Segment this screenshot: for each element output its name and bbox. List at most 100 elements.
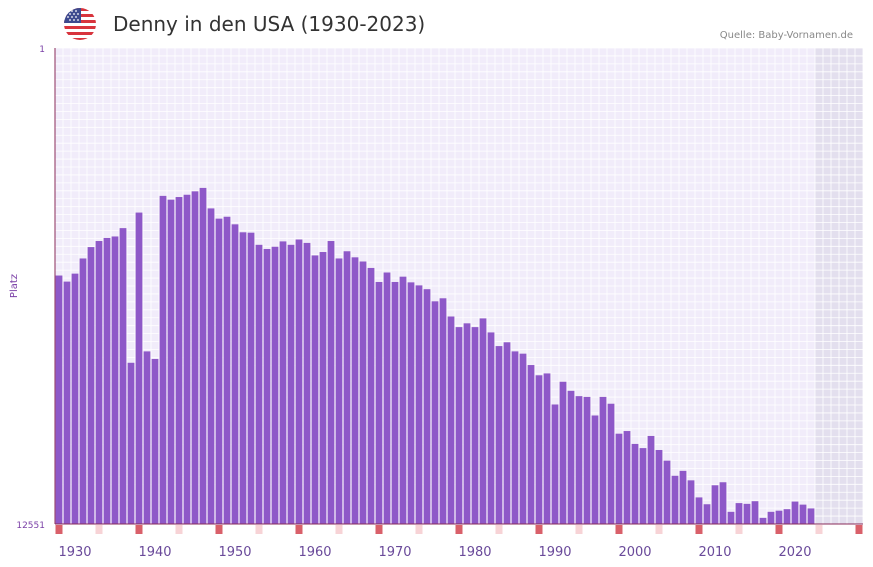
bar-1975 <box>431 301 439 524</box>
marker-1943 <box>175 525 183 534</box>
bar-1955 <box>271 246 279 524</box>
bar-1986 <box>519 353 527 524</box>
marker-1963 <box>335 525 343 534</box>
bar-1936 <box>119 228 127 524</box>
marker-2003 <box>655 525 663 534</box>
bar-2007 <box>687 480 695 524</box>
bar-1941 <box>159 195 167 524</box>
bar-2009 <box>703 504 711 524</box>
bar-1938 <box>135 212 143 524</box>
bar-2018 <box>775 510 783 524</box>
bar-1954 <box>263 248 271 524</box>
bar-1931 <box>79 258 87 524</box>
marker-1968 <box>375 525 383 534</box>
bar-1993 <box>575 396 583 524</box>
bar-1935 <box>111 236 119 525</box>
bar-2015 <box>751 501 759 524</box>
bar-2003 <box>655 450 663 524</box>
bar-1940 <box>151 358 159 524</box>
bar-1943 <box>175 197 183 524</box>
bar-1997 <box>607 403 615 524</box>
marker-1998 <box>615 525 623 534</box>
bar-2022 <box>807 508 815 524</box>
y-tick-top: 1 <box>39 45 45 55</box>
x-tick-1950: 1950 <box>218 545 251 560</box>
bar-1970 <box>391 281 399 524</box>
x-tick-1980: 1980 <box>458 545 491 560</box>
bar-1972 <box>407 282 415 524</box>
x-tick-2000: 2000 <box>618 545 651 560</box>
bar-1949 <box>223 216 231 524</box>
bar-1991 <box>559 381 567 524</box>
x-tick-2020: 2020 <box>778 545 811 560</box>
bar-1994 <box>583 396 591 524</box>
marker-1928 <box>55 525 63 534</box>
x-tick-1930: 1930 <box>58 545 91 560</box>
bar-2000 <box>631 443 639 524</box>
x-tick-1940: 1940 <box>138 545 171 560</box>
marker-1958 <box>295 525 303 534</box>
bar-1978 <box>455 327 463 524</box>
bar-2020 <box>791 501 799 524</box>
bar-1944 <box>183 194 191 524</box>
bar-1999 <box>623 431 631 524</box>
bar-1939 <box>143 351 151 524</box>
bar-2002 <box>647 435 655 524</box>
bar-1987 <box>527 365 535 524</box>
bar-1947 <box>207 208 215 524</box>
bar-1934 <box>103 237 111 524</box>
bar-1930 <box>71 273 79 524</box>
bar-2001 <box>639 448 647 524</box>
bar-2005 <box>671 475 679 524</box>
x-tick-labels: 1930 1940 1950 1960 1970 1980 1990 2000 2010 2020 <box>58 545 811 560</box>
bar-1990 <box>551 404 559 524</box>
bar-series <box>55 187 815 525</box>
bar-1983 <box>495 346 503 524</box>
bar-2012 <box>727 511 735 524</box>
bar-1973 <box>415 285 423 524</box>
chart-title: Denny in den USA (1930-2023) <box>113 12 426 36</box>
bar-1966 <box>359 261 367 524</box>
us-flag-icon <box>64 8 96 40</box>
bar-1980 <box>471 327 479 524</box>
bar-1960 <box>311 255 319 524</box>
marker-2013 <box>735 525 743 534</box>
x-tick-1960: 1960 <box>298 545 331 560</box>
bar-1937 <box>127 362 135 524</box>
bar-1965 <box>351 257 359 524</box>
bar-1995 <box>591 415 599 524</box>
bar-2016 <box>759 517 767 524</box>
bar-1977 <box>447 316 455 524</box>
bar-2006 <box>679 470 687 524</box>
bar-1992 <box>567 390 575 524</box>
bar-1929 <box>63 281 71 524</box>
bar-1981 <box>479 318 487 524</box>
bar-2017 <box>767 511 775 524</box>
bar-2021 <box>799 504 807 524</box>
marker-1993 <box>575 525 583 534</box>
bar-1958 <box>295 239 303 524</box>
marker-2008 <box>695 525 703 534</box>
x-tick-1990: 1990 <box>538 545 571 560</box>
x-tick-1970: 1970 <box>378 545 411 560</box>
bar-1942 <box>167 199 175 524</box>
y-tick-bottom: 12551 <box>16 521 45 531</box>
bar-1984 <box>503 342 511 524</box>
bar-1959 <box>303 242 311 525</box>
decade-markers <box>55 525 863 534</box>
bar-2010 <box>711 485 719 524</box>
bar-1968 <box>375 281 383 524</box>
marker-1978 <box>455 525 463 534</box>
marker-2023 <box>815 525 823 534</box>
bar-2013 <box>735 503 743 524</box>
bar-1933 <box>95 241 103 524</box>
marker-1933 <box>95 525 103 534</box>
bar-1998 <box>615 433 623 524</box>
marker-1983 <box>495 525 503 534</box>
marker-1948 <box>215 525 223 534</box>
bar-1969 <box>383 272 391 524</box>
y-axis-label: Platz <box>9 274 20 298</box>
bar-2011 <box>719 482 727 524</box>
bar-1967 <box>367 267 375 524</box>
